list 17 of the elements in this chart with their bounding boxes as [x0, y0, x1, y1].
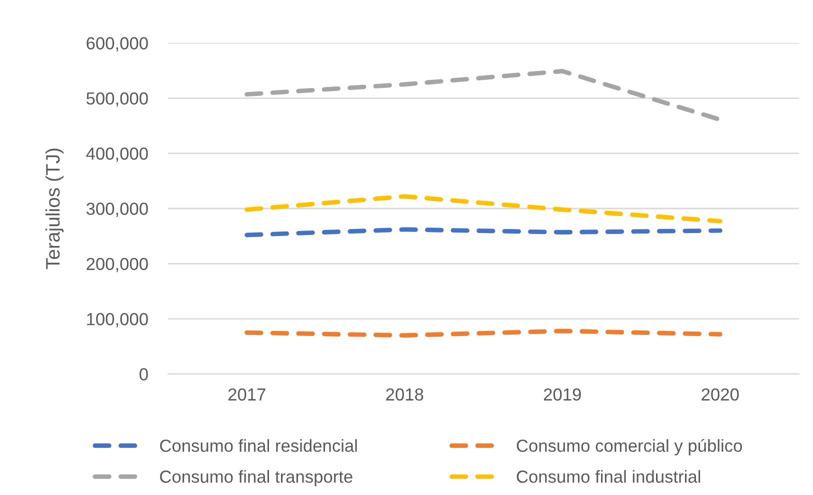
y-tick-label: 500,000 [86, 92, 148, 107]
legend-label: Consumo final industrial [516, 470, 700, 483]
y-axis-title: Terajulios (TJ) [45, 148, 64, 270]
y-tick-label: 600,000 [86, 37, 148, 52]
y-tick-label: 200,000 [86, 258, 148, 272]
x-tick-label: 2018 [386, 388, 424, 401]
line-series [244, 68, 722, 122]
legend-label: Consumo comercial y público [516, 438, 742, 456]
y-tick-label: 400,000 [86, 148, 148, 162]
legend-label: Consumo final residencial [160, 439, 357, 452]
y-tick-label: 100,000 [87, 313, 148, 328]
x-tick-label: 2019 [544, 388, 581, 401]
x-tick-label: 2017 [228, 388, 266, 401]
y-tick-label: 0 [140, 368, 148, 380]
y-tick-label: 300,000 [86, 202, 148, 218]
x-tick-label: 2020 [702, 388, 739, 401]
legend-label: Consumo final transporte [160, 470, 352, 486]
